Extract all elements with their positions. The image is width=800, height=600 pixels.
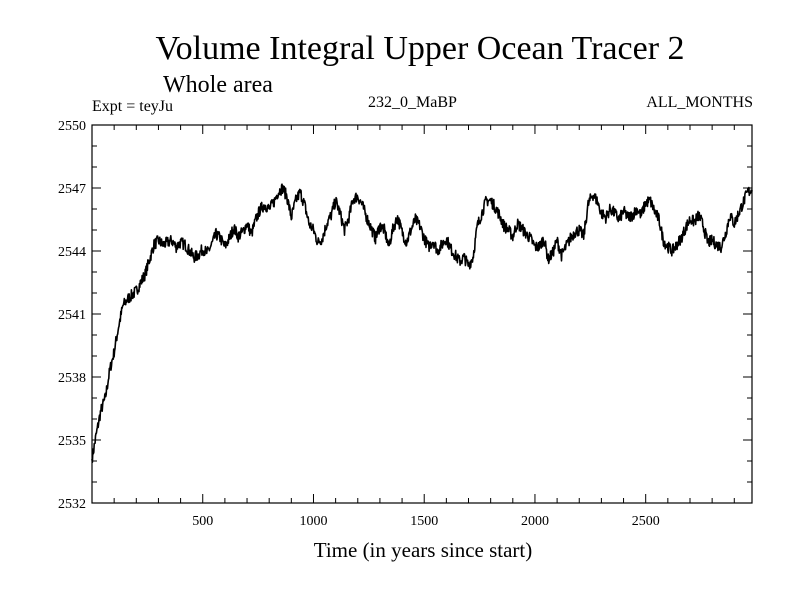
x-tick-label: 500	[192, 514, 213, 529]
x-tick-label: 2500	[632, 514, 660, 529]
y-tick-label: 2535	[58, 434, 86, 449]
chart-subtitle: Whole area	[163, 72, 273, 98]
y-axis-ticks: 2532 2535 2538 2541 2544 2547 2550	[58, 119, 752, 512]
x-axis-ticks: 500 1000 1500 2000 2500	[113, 125, 735, 529]
plot-frame	[91, 124, 753, 504]
experiment-label: Expt = teyJu	[92, 98, 174, 115]
y-tick-label: 2541	[58, 308, 86, 323]
x-tick-label: 1500	[410, 514, 438, 529]
y-tick-label: 2532	[58, 497, 86, 512]
y-tick-label: 2547	[58, 182, 86, 197]
x-axis-label: Time (in years since start)	[313, 538, 533, 562]
data-line	[91, 183, 753, 463]
y-tick-label: 2550	[58, 119, 86, 134]
x-tick-label: 2000	[521, 514, 549, 529]
chart-title: Volume Integral Upper Ocean Tracer 2	[155, 30, 685, 67]
y-tick-label: 2538	[58, 371, 86, 386]
months-label: ALL_MONTHS	[646, 94, 753, 111]
run-label: 232_0_MaBP	[368, 94, 457, 111]
x-tick-label: 1000	[299, 514, 327, 529]
y-tick-label: 2544	[58, 245, 86, 260]
